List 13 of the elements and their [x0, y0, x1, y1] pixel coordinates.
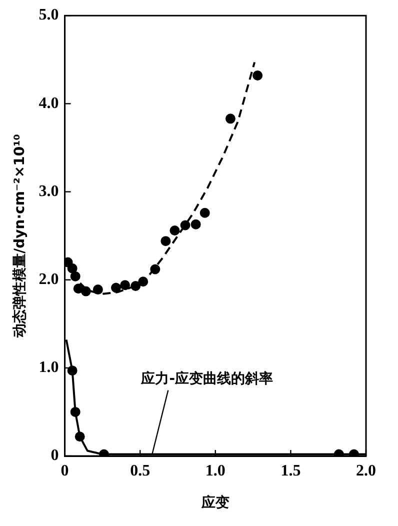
x-tick-label: 0.5	[130, 462, 150, 480]
y-axis-title: 动态弹性模量/dyn·cm⁻²×10¹⁰	[11, 134, 28, 339]
x-axis-title: 应变	[200, 494, 230, 512]
y-tick-label: 2.0	[38, 270, 59, 288]
y-tick-label: 3.0	[38, 182, 59, 200]
y-tick-label: 5.0	[38, 6, 59, 24]
y-tick-label: 1.0	[38, 359, 59, 376]
x-tick-label: 1.5	[280, 462, 301, 480]
x-tick-label: 1.0	[205, 462, 226, 480]
y-tick-label: 4.0	[38, 94, 59, 112]
y-tick-label: 0	[50, 447, 59, 464]
x-tick-label: 2.0	[356, 462, 376, 480]
annotation: 应力-应变曲线的斜率	[140, 370, 274, 387]
